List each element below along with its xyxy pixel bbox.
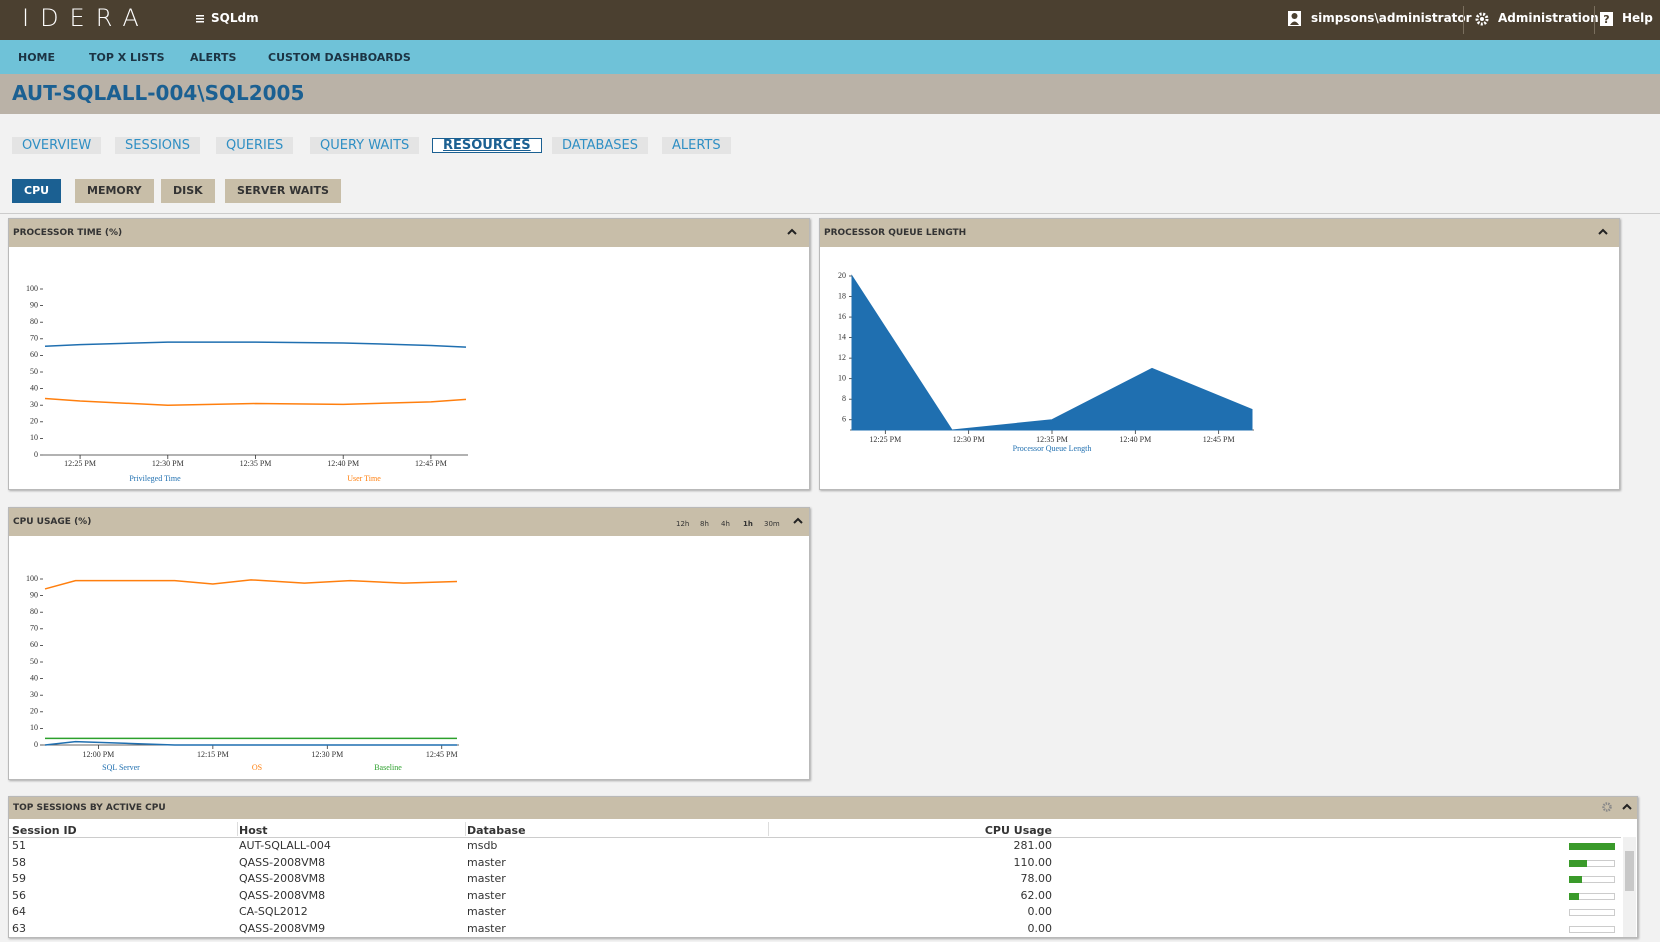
- table-cell: master: [467, 888, 506, 902]
- table-cell: QASS-2008VM8: [239, 888, 326, 902]
- logo: IDERA: [22, 4, 150, 32]
- column-header: Host: [239, 824, 268, 837]
- table-cell: 56: [12, 888, 26, 902]
- usage-bar-track: [1569, 925, 1615, 933]
- sub-tab[interactable]: CPU: [12, 179, 62, 203]
- header-rule: [9, 837, 1621, 838]
- nav-bar: [0, 40, 1660, 74]
- usage-bar: [1569, 859, 1587, 867]
- time-range[interactable]: 30m: [764, 520, 780, 528]
- table-cell: 63: [12, 921, 26, 935]
- panel: PROCESSOR QUEUE LENGTH: [819, 218, 1620, 490]
- panel-title: TOP SESSIONS BY ACTIVE CPU: [13, 803, 166, 813]
- product-name[interactable]: SQLdm: [211, 11, 259, 25]
- table-cell: AUT-SQLALL-004: [239, 839, 331, 852]
- usage-bar-track: [1569, 909, 1615, 916]
- administration-link[interactable]: Administration: [1498, 11, 1599, 25]
- help-link[interactable]: Help: [1622, 11, 1653, 25]
- nav-item[interactable]: CUSTOM DASHBOARDS: [268, 51, 411, 64]
- time-range[interactable]: 8h: [700, 520, 709, 528]
- table-cell: 0.00: [1027, 921, 1053, 935]
- server-band: AUT-SQLALL-004\SQL2005: [0, 74, 1660, 114]
- panel-title: CPU USAGE (%): [13, 517, 92, 527]
- panel-title: PROCESSOR QUEUE LENGTH: [824, 228, 967, 238]
- tab[interactable]: QUERY WAITS: [310, 137, 420, 154]
- time-range[interactable]: 12h: [676, 520, 690, 528]
- top-bar: IDERA SQLdm simpsons\administrator Admin…: [0, 0, 1660, 40]
- panel-header: PROCESSOR QUEUE LENGTH: [820, 219, 1619, 247]
- nav-item[interactable]: TOP X LISTS: [89, 51, 165, 64]
- panel-header: TOP SESSIONS BY ACTIVE CPU: [9, 797, 1637, 819]
- svg-text:?: ?: [1603, 13, 1609, 26]
- panel-header: PROCESSOR TIME (%): [9, 219, 809, 247]
- table-cell: 110.00: [1013, 855, 1053, 869]
- table-cell: 281.00: [1013, 839, 1053, 852]
- column-separator: [237, 822, 238, 836]
- column-separator: [465, 822, 466, 836]
- tab[interactable]: QUERIES: [216, 137, 294, 154]
- sub-tab[interactable]: MEMORY: [75, 179, 154, 203]
- table-cell: QASS-2008VM8: [239, 855, 326, 869]
- column-header: CPU Usage: [984, 824, 1052, 837]
- settings-button[interactable]: [1602, 802, 1612, 812]
- table-cell: QASS-2008VM8: [239, 872, 326, 885]
- sub-tab[interactable]: SERVER WAITS: [225, 179, 341, 203]
- nav-item[interactable]: HOME: [18, 51, 56, 64]
- table-cell: CA-SQL2012: [239, 905, 308, 918]
- table-cell: master: [467, 905, 506, 918]
- collapse-button[interactable]: [1598, 228, 1608, 236]
- separator: [1463, 6, 1464, 34]
- table-cell: 59: [12, 872, 26, 885]
- divider: [0, 213, 1660, 214]
- table-cell: QASS-2008VM9: [239, 921, 326, 935]
- collapse-button[interactable]: [787, 228, 797, 236]
- user-name[interactable]: simpsons\administrator: [1311, 11, 1472, 25]
- user-icon: [1288, 11, 1301, 26]
- collapse-button[interactable]: [1622, 803, 1632, 811]
- tab[interactable]: OVERVIEW: [12, 137, 102, 154]
- table-cell: 64: [12, 905, 26, 918]
- help-icon: ?: [1600, 12, 1613, 26]
- time-range[interactable]: 1h: [743, 520, 753, 528]
- time-range[interactable]: 4h: [721, 520, 730, 528]
- column-separator: [768, 822, 769, 836]
- gear-icon: [1475, 12, 1489, 26]
- column-header: Session ID: [12, 824, 77, 837]
- tab[interactable]: SESSIONS: [115, 137, 201, 154]
- panel: PROCESSOR TIME (%): [8, 218, 810, 490]
- table-cell: 51: [12, 839, 26, 852]
- panel: CPU USAGE (%): [8, 507, 810, 780]
- usage-bar: [1569, 876, 1582, 883]
- menu-icon[interactable]: [196, 14, 206, 24]
- server-name: AUT-SQLALL-004\SQL2005: [12, 81, 305, 105]
- sub-tab[interactable]: DISK: [161, 179, 215, 203]
- usage-bar: [1569, 892, 1580, 900]
- panel-header: CPU USAGE (%): [9, 508, 809, 536]
- table-cell: 78.00: [1020, 872, 1053, 885]
- tab[interactable]: ALERTS: [662, 137, 731, 154]
- scrollbar-thumb[interactable]: [1625, 851, 1634, 891]
- collapse-button[interactable]: [793, 517, 803, 525]
- table-cell: master: [467, 872, 506, 885]
- separator: [1594, 6, 1595, 34]
- usage-bar: [1569, 843, 1615, 850]
- nav-item[interactable]: ALERTS: [190, 51, 237, 64]
- scrollbar[interactable]: [1623, 837, 1636, 937]
- table-cell: 0.00: [1027, 905, 1053, 918]
- table-cell: master: [467, 921, 506, 935]
- tab[interactable]: DATABASES: [552, 137, 649, 154]
- table-cell: 62.00: [1020, 888, 1053, 902]
- table-cell: 58: [12, 855, 26, 869]
- tab[interactable]: RESOURCES: [432, 138, 542, 153]
- panel-title: PROCESSOR TIME (%): [13, 228, 123, 238]
- column-header: Database: [467, 824, 526, 837]
- table-cell: master: [467, 855, 506, 869]
- panel: TOP SESSIONS BY ACTIVE CPU Session ID Hos…: [8, 796, 1638, 938]
- table-cell: msdb: [467, 839, 498, 852]
